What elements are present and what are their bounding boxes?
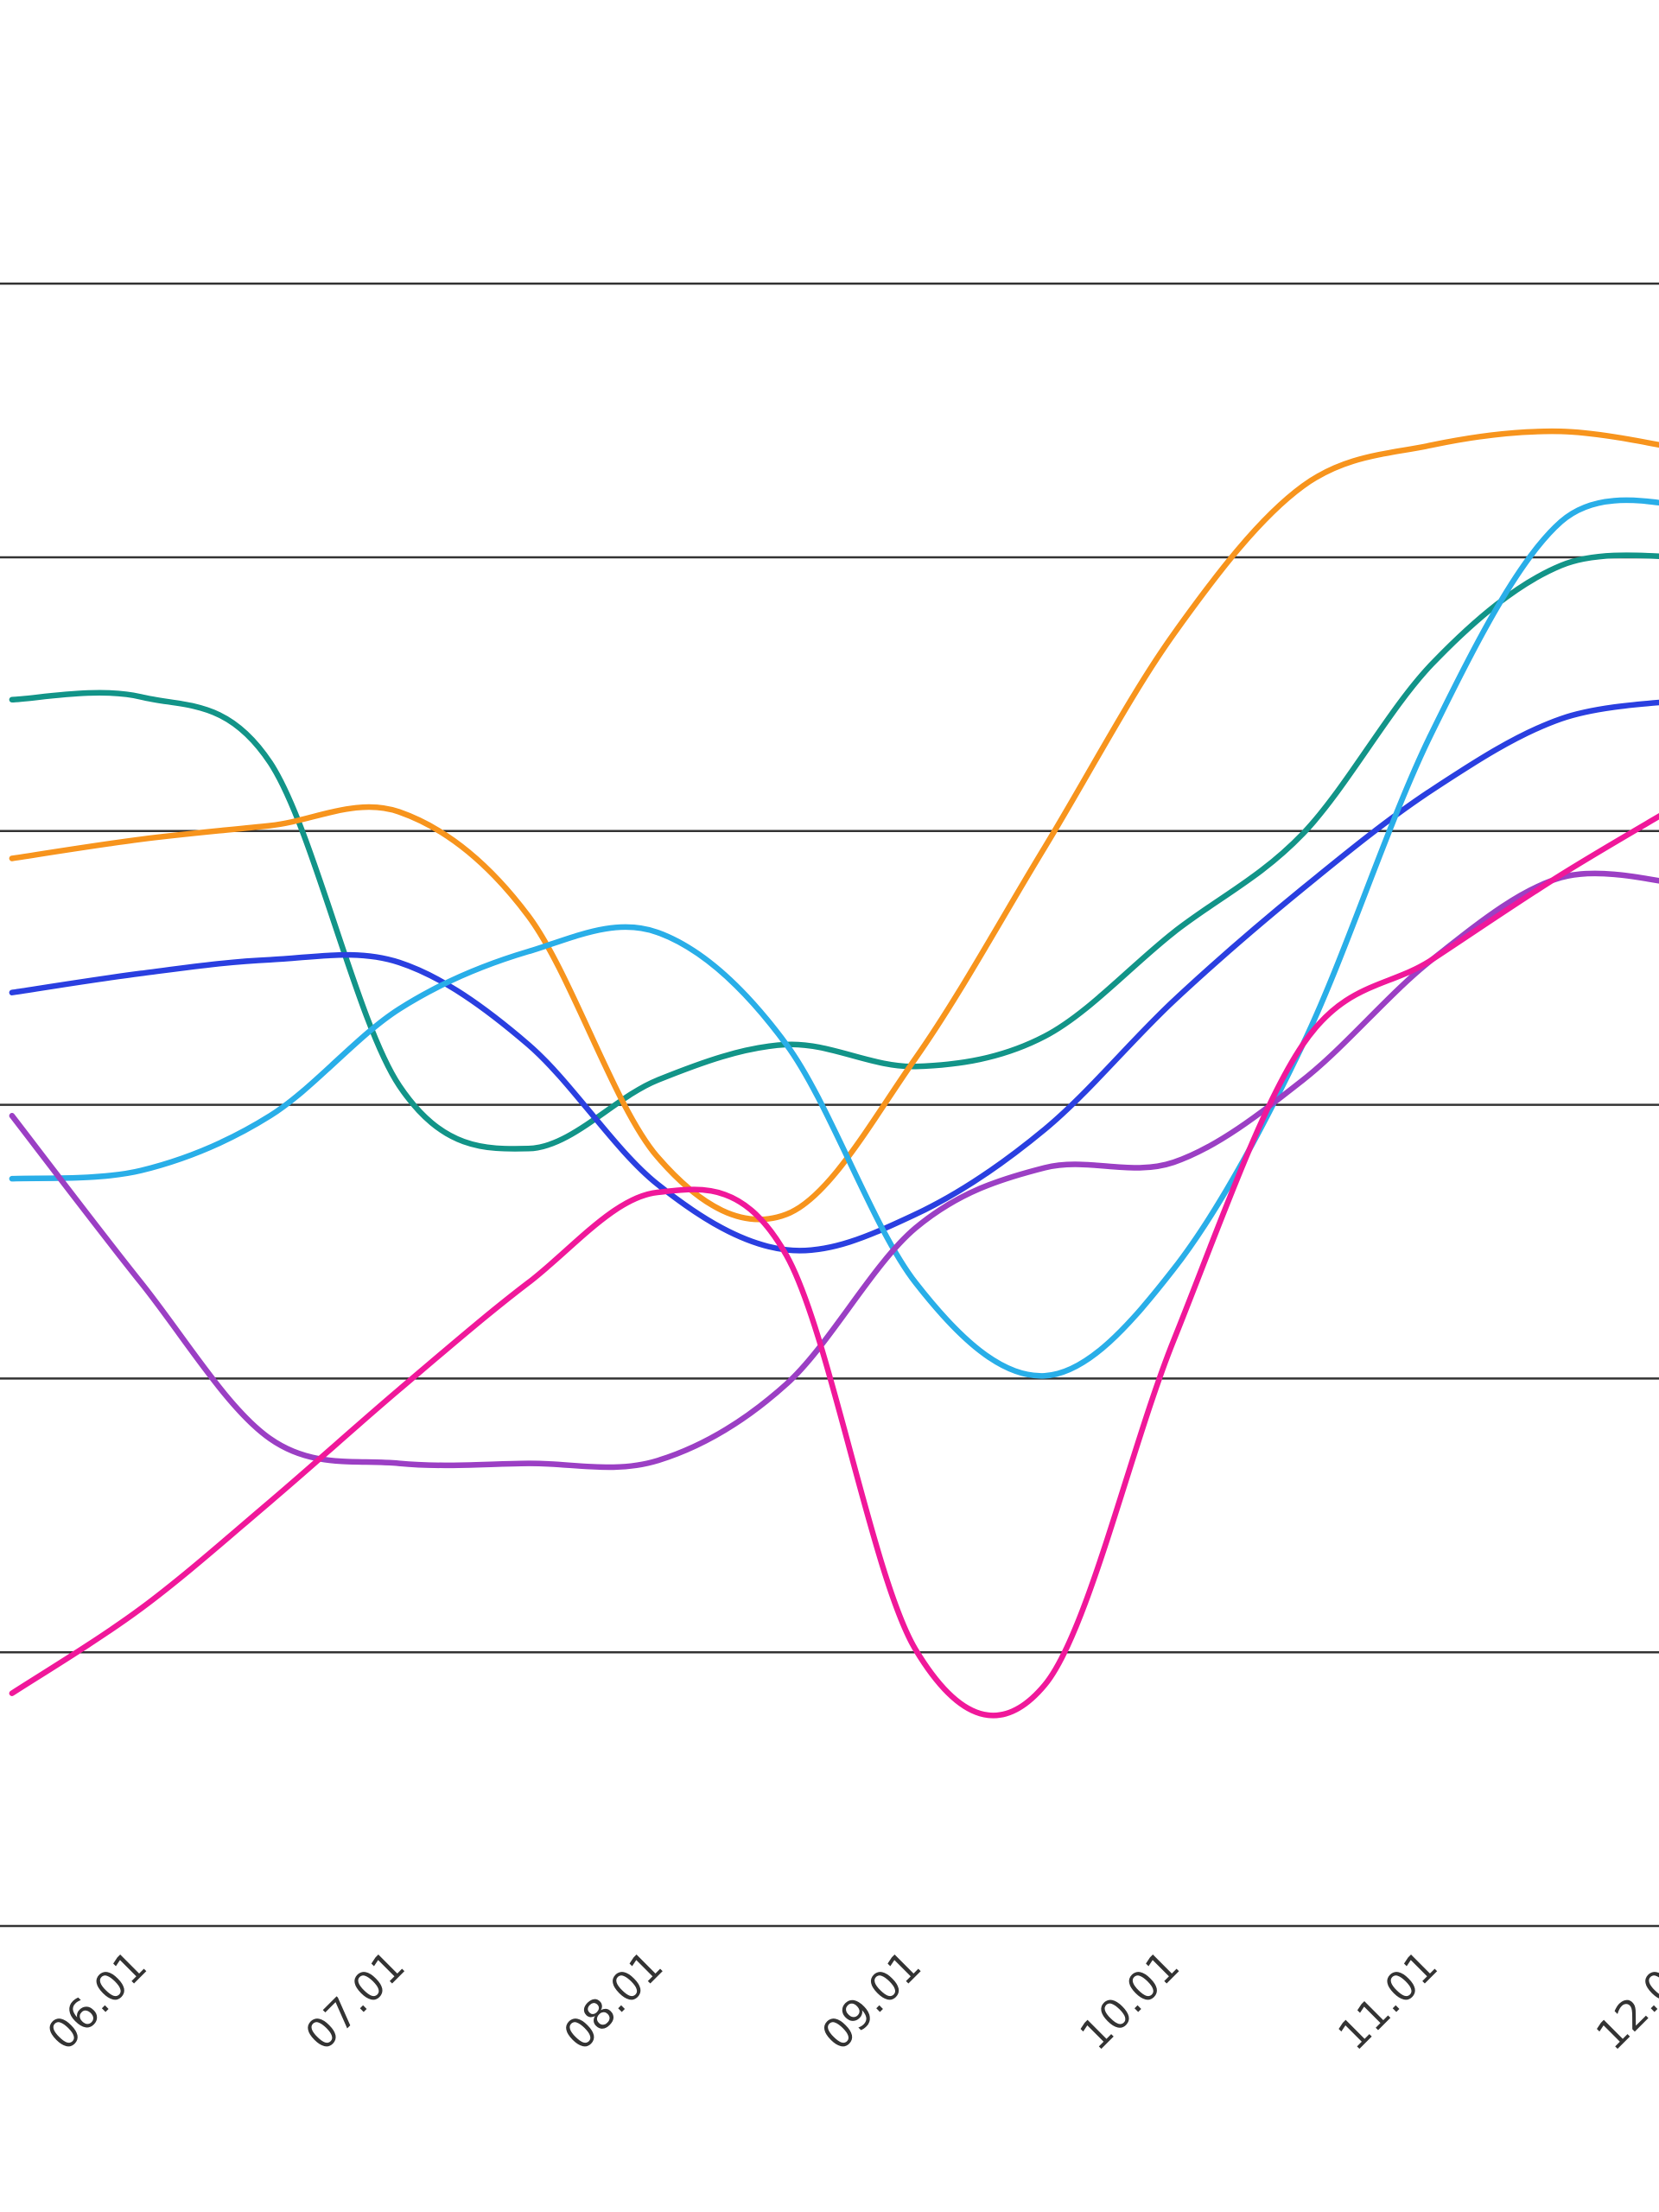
series-line (9, 870, 1659, 1471)
series-line (9, 497, 1659, 1379)
x-tick-label: 07.01 (296, 1942, 415, 2060)
x-tick-label: 08.01 (555, 1942, 673, 2060)
series-line (9, 699, 1659, 1254)
x-tick-label: 12.01 (1587, 1942, 1659, 2060)
series-line (9, 813, 1659, 1719)
x-tick-label: 10.01 (1071, 1942, 1189, 2060)
x-tick-label: 09.01 (812, 1942, 931, 2060)
series-line (9, 428, 1659, 1223)
x-tick-label: 11.01 (1329, 1942, 1447, 2060)
series-line (9, 552, 1659, 1152)
x-tick-label: 06.01 (38, 1942, 156, 2060)
